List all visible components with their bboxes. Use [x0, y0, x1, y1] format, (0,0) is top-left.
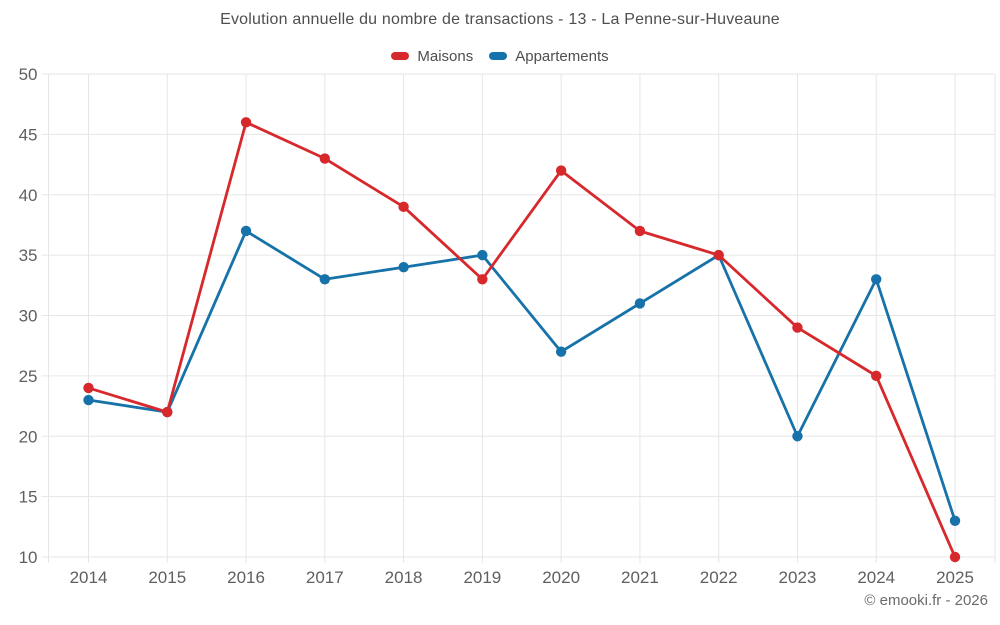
legend-label-maisons: Maisons	[417, 47, 474, 65]
y-axis-label: 35	[19, 246, 38, 265]
series-line-maisons	[87, 120, 957, 559]
y-axis-label: 40	[19, 186, 38, 205]
x-axis-label: 2024	[857, 568, 895, 587]
x-axis-label: 2020	[542, 568, 580, 587]
chart-title: Evolution annuelle du nombre de transact…	[220, 11, 780, 28]
y-axis-label: 10	[19, 548, 38, 567]
legend-swatch-appartements	[489, 52, 508, 60]
x-axis-label: 2017	[306, 568, 344, 587]
data-point-maisons-2024	[871, 370, 882, 382]
data-point-maisons-2014	[83, 382, 94, 394]
y-axis-label: 15	[19, 488, 38, 507]
legend-item-appartements[interactable]: Appartements	[489, 47, 609, 65]
data-point-maisons-2019	[477, 274, 488, 285]
legend-item-maisons[interactable]: Maisons	[391, 48, 473, 65]
data-point-maisons-2017	[319, 153, 331, 164]
x-axis-label: 2025	[936, 568, 974, 587]
y-axis-label: 20	[19, 427, 38, 446]
data-point-maisons-2016	[240, 117, 252, 128]
data-point-appartements-2021	[634, 298, 646, 309]
data-point-maisons-2018	[398, 201, 409, 213]
x-axis-label: 2016	[227, 568, 265, 587]
series-line-appartements	[87, 229, 957, 523]
data-point-maisons-2023	[792, 322, 803, 333]
data-point-appartements-2024	[871, 274, 882, 285]
y-axis-label: 45	[19, 125, 38, 144]
data-point-appartements-2016	[240, 225, 252, 237]
y-axis-label: 50	[19, 65, 38, 84]
legend-swatch-maisons	[391, 52, 410, 60]
data-point-maisons-2021	[634, 225, 646, 237]
copyright-text: © emooki.fr - 2026	[864, 592, 988, 609]
data-point-maisons-2022	[713, 249, 724, 261]
data-point-appartements-2019	[477, 249, 488, 261]
data-point-appartements-2018	[398, 262, 409, 273]
data-point-appartements-2020	[555, 346, 567, 357]
y-axis-label: 30	[19, 307, 38, 326]
data-point-maisons-2020	[555, 165, 567, 176]
data-point-appartements-2017	[319, 274, 331, 285]
legend-label-appartements: Appartements	[515, 47, 609, 65]
data-point-appartements-2023	[792, 431, 803, 442]
x-axis-label: 2014	[70, 568, 108, 587]
x-axis-label: 2023	[779, 568, 817, 587]
y-axis-label: 25	[19, 367, 38, 386]
x-axis-label: 2018	[385, 568, 423, 587]
data-point-maisons-2015	[162, 406, 173, 418]
x-axis-label: 2021	[621, 568, 659, 587]
data-point-appartements-2014	[83, 394, 94, 406]
chart-legend: Maisons Appartements	[0, 46, 1000, 66]
x-axis-label: 2022	[700, 568, 738, 587]
x-axis-label: 2015	[148, 568, 186, 587]
x-axis-label: 2019	[463, 568, 501, 587]
data-point-appartements-2025	[949, 515, 961, 526]
data-point-maisons-2025	[949, 551, 961, 563]
